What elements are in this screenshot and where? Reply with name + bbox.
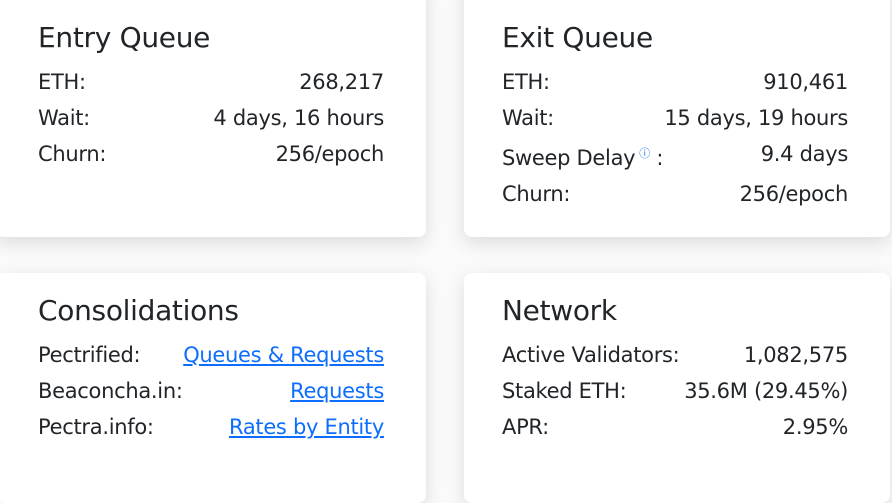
label: Pectrified: xyxy=(38,343,141,367)
eth-row: ETH: 910,461 xyxy=(502,64,848,100)
rates-by-entity-link[interactable]: Rates by Entity xyxy=(228,415,384,439)
churn-row: Churn: 256/epoch xyxy=(502,176,848,212)
wait-row: Wait: 15 days, 19 hours xyxy=(502,100,848,136)
label: Pectra.info: xyxy=(38,415,154,439)
eth-row: ETH: 268,217 xyxy=(38,64,384,100)
queues-requests-link[interactable]: Queues & Requests xyxy=(183,343,384,367)
label: Wait: xyxy=(502,106,554,130)
apr-row: APR: 2.95% xyxy=(502,409,848,445)
label: Churn: xyxy=(38,142,107,166)
consolidations-card: Consolidations Pectrified: Queues & Reque… xyxy=(0,273,426,503)
label: Churn: xyxy=(502,182,571,206)
info-icon[interactable]: ⓘ xyxy=(639,147,650,160)
label: ETH: xyxy=(502,70,550,94)
label: Sweep Delay xyxy=(502,146,636,170)
exit-queue-card: Exit Queue ETH: 910,461 Wait: 15 days, 19 … xyxy=(464,0,890,237)
label: ETH: xyxy=(38,70,86,94)
label: Active Validators: xyxy=(502,343,680,367)
staked-eth-row: Staked ETH: 35.6M (29.45%) xyxy=(502,373,848,409)
card-title: Exit Queue xyxy=(502,21,653,54)
label-suffix: : xyxy=(656,146,664,170)
wait-row: Wait: 4 days, 16 hours xyxy=(38,100,384,136)
value: 35.6M (29.45%) xyxy=(684,379,848,403)
requests-link[interactable]: Requests xyxy=(290,379,384,403)
label: APR: xyxy=(502,415,549,439)
value: 256/epoch xyxy=(739,182,849,206)
card-title: Entry Queue xyxy=(38,21,211,54)
pectra-info-row: Pectra.info: Rates by Entity xyxy=(38,409,384,445)
network-card: Network Active Validators: 1,082,575 Stak… xyxy=(464,273,890,503)
card-title: Consolidations xyxy=(38,294,239,327)
value: 268,217 xyxy=(299,70,384,94)
label: Staked ETH: xyxy=(502,379,627,403)
value: 1,082,575 xyxy=(743,343,848,367)
value: 2.95% xyxy=(782,415,849,439)
card-title: Network xyxy=(502,294,617,327)
entry-queue-card: Entry Queue ETH: 268,217 Wait: 4 days, 16 … xyxy=(0,0,426,237)
pectrified-row: Pectrified: Queues & Requests xyxy=(38,337,384,373)
active-validators-row: Active Validators: 1,082,575 xyxy=(502,337,848,373)
value: 4 days, 16 hours xyxy=(213,106,384,130)
churn-row: Churn: 256/epoch xyxy=(38,136,384,172)
beaconchain-row: Beaconcha.in: Requests xyxy=(38,373,384,409)
value: 910,461 xyxy=(763,70,848,94)
label: Wait: xyxy=(38,106,90,130)
sweep-delay-row: Sweep Delay ⓘ : 9.4 days xyxy=(502,136,848,176)
value: 9.4 days xyxy=(760,142,849,166)
label: Beaconcha.in: xyxy=(38,379,183,403)
value: 15 days, 19 hours xyxy=(664,106,848,130)
value: 256/epoch xyxy=(275,142,385,166)
